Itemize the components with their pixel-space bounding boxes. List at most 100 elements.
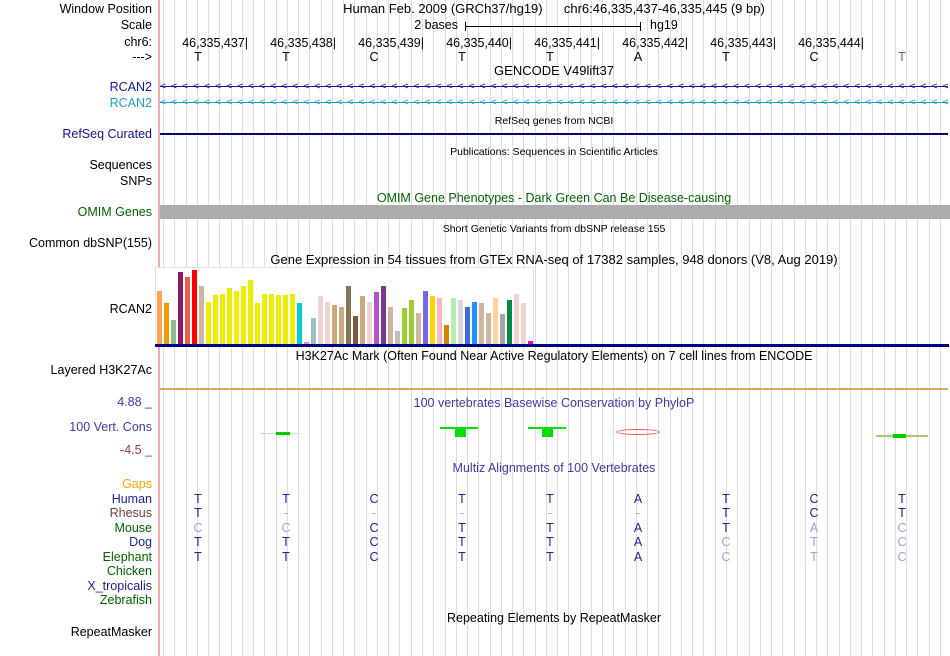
- reference-base: C: [369, 50, 379, 64]
- gtex-tissue-bar: [395, 331, 400, 344]
- gtex-tissue-bar: [332, 305, 337, 344]
- gridline: [748, 0, 750, 656]
- gtex-tissue-bar: [248, 280, 253, 344]
- publications-track-title[interactable]: Publications: Sequences in Scientific Ar…: [450, 146, 658, 158]
- alignment-base: A: [633, 535, 643, 549]
- gencode-gene-label-1[interactable]: RCAN2: [109, 80, 152, 94]
- gridline: [726, 0, 727, 656]
- dbsnp-track-title[interactable]: Short Genetic Variants from dbSNP releas…: [442, 223, 666, 235]
- ruler-coordinate: 46,335,441|: [534, 36, 600, 50]
- alignment-base: T: [194, 506, 202, 520]
- alignment-base: T: [898, 506, 906, 520]
- gridline: [692, 0, 694, 656]
- gtex-tissue-bar: [367, 302, 372, 344]
- gencode-gene-label-2[interactable]: RCAN2: [109, 96, 152, 110]
- gridline: [557, 0, 559, 656]
- gtex-tissue-bar: [402, 308, 407, 344]
- gridline: [759, 0, 761, 656]
- alignment-base: -: [635, 506, 641, 520]
- alignment-base: C: [369, 550, 379, 564]
- scale-bar-right-tick: [640, 22, 641, 31]
- h3k27ac-baseline[interactable]: [160, 388, 948, 390]
- alignment-base: T: [546, 521, 554, 535]
- alignment-base: C: [281, 521, 291, 535]
- alignment-base: -: [283, 506, 289, 520]
- gtex-track-title[interactable]: Gene Expression in 54 tissues from GTEx …: [270, 252, 838, 267]
- gtex-expression-chart[interactable]: [155, 267, 534, 344]
- omim-genes-label[interactable]: OMIM Genes: [77, 205, 152, 219]
- alignment-base: C: [369, 492, 379, 506]
- gtex-tissue-bar: [171, 320, 176, 344]
- gencode-gene-line-2[interactable]: <<<<<<<<<<<<<<<<<<<<<<<<<<<<<<<<<<<<<<<<…: [160, 97, 948, 108]
- gtex-tissue-bar: [437, 298, 442, 344]
- gtex-tissue-bar: [528, 341, 533, 344]
- gtex-tissue-bar: [353, 316, 358, 344]
- multiz-species-label[interactable]: Rhesus: [109, 506, 152, 520]
- refseq-curated-line[interactable]: [160, 133, 948, 135]
- alignment-base: T: [810, 535, 818, 549]
- refseq-curated-label[interactable]: RefSeq Curated: [62, 127, 152, 141]
- gtex-tissue-bar: [206, 302, 211, 344]
- multiz-species-label[interactable]: Chicken: [106, 564, 152, 578]
- gtex-tissue-bar: [500, 314, 505, 344]
- gridline: [680, 0, 682, 656]
- gridline: [849, 0, 851, 656]
- refseq-track-title[interactable]: RefSeq genes from NCBI: [494, 115, 614, 127]
- gtex-tissue-bar: [493, 298, 498, 344]
- common-dbsnp-label[interactable]: Common dbSNP(155): [29, 236, 152, 250]
- gtex-gene-label[interactable]: RCAN2: [109, 302, 152, 316]
- alignment-base: C: [721, 535, 731, 549]
- gridline: [579, 0, 581, 656]
- multiz-species-label[interactable]: Zebrafish: [99, 593, 152, 607]
- window-position-label: Window Position: [59, 2, 152, 16]
- gtex-tissue-bar: [157, 291, 162, 344]
- gencode-track-title[interactable]: GENCODE V49lift37: [494, 63, 614, 78]
- conservation-mark[interactable]: [276, 432, 290, 435]
- alignment-base: -: [547, 506, 553, 520]
- multiz-species-label[interactable]: X_tropicalis: [87, 579, 152, 593]
- conservation-track-title[interactable]: 100 vertebrates Basewise Conservation by…: [413, 396, 695, 410]
- gtex-tissue-bar: [472, 302, 477, 344]
- multiz-track-title[interactable]: Multiz Alignments of 100 Vertebrates: [452, 461, 656, 475]
- window-position-title: Human Feb. 2009 (GRCh37/hg19) chr6:46,33…: [160, 2, 948, 16]
- conservation-mark[interactable]: [893, 434, 906, 438]
- alignment-base: T: [282, 550, 290, 564]
- alignment-base: A: [633, 550, 643, 564]
- gridline: [647, 0, 649, 656]
- alignment-base: T: [898, 492, 906, 506]
- sequences-track-label[interactable]: Sequences: [89, 158, 152, 172]
- conservation-mark[interactable]: [616, 429, 660, 435]
- gencode-gene-line-1[interactable]: <<<<<<<<<<<<<<<<<<<<<<<<<<<<<<<<<<<<<<<<…: [160, 81, 948, 92]
- gtex-tissue-bar: [444, 325, 449, 344]
- gtex-tissue-bar: [276, 295, 281, 344]
- multiz-species-label[interactable]: Human: [111, 492, 152, 506]
- h3k27ac-track-title[interactable]: H3K27Ac Mark (Often Found Near Active Re…: [295, 349, 813, 363]
- alignment-base: T: [546, 535, 554, 549]
- gtex-tissue-bar: [423, 291, 428, 344]
- reference-base: T: [722, 50, 730, 64]
- alignment-base: A: [633, 492, 643, 506]
- repeatmasker-label[interactable]: RepeatMasker: [70, 625, 152, 639]
- multiz-species-label[interactable]: Gaps: [122, 477, 152, 491]
- gtex-tissue-bar: [269, 294, 274, 344]
- conservation-mark[interactable]: [542, 427, 553, 437]
- multiz-species-label[interactable]: Mouse: [114, 521, 152, 535]
- alignment-base: T: [458, 535, 466, 549]
- gridline: [568, 0, 570, 656]
- gtex-tissue-bar: [346, 286, 351, 344]
- alignment-base: T: [458, 521, 466, 535]
- conservation-mark[interactable]: [455, 427, 466, 437]
- multiz-species-label[interactable]: Elephant: [102, 550, 152, 564]
- gtex-tissue-bar: [458, 300, 463, 344]
- gtex-tissue-bar: [304, 342, 309, 344]
- gridline: [827, 0, 829, 656]
- multiz-species-label[interactable]: Dog: [129, 535, 152, 549]
- alignment-base: C: [897, 521, 907, 535]
- repeatmasker-track-title[interactable]: Repeating Elements by RepeatMasker: [446, 611, 661, 625]
- snps-track-label[interactable]: SNPs: [120, 174, 152, 188]
- layered-h3k27ac-label[interactable]: Layered H3K27Ac: [50, 363, 152, 377]
- omim-track-title[interactable]: OMIM Gene Phenotypes - Dark Green Can Be…: [376, 191, 732, 205]
- alignment-base: -: [371, 506, 377, 520]
- conservation-track-label[interactable]: 100 Vert. Cons: [69, 420, 152, 434]
- omim-genes-bar[interactable]: [160, 205, 950, 219]
